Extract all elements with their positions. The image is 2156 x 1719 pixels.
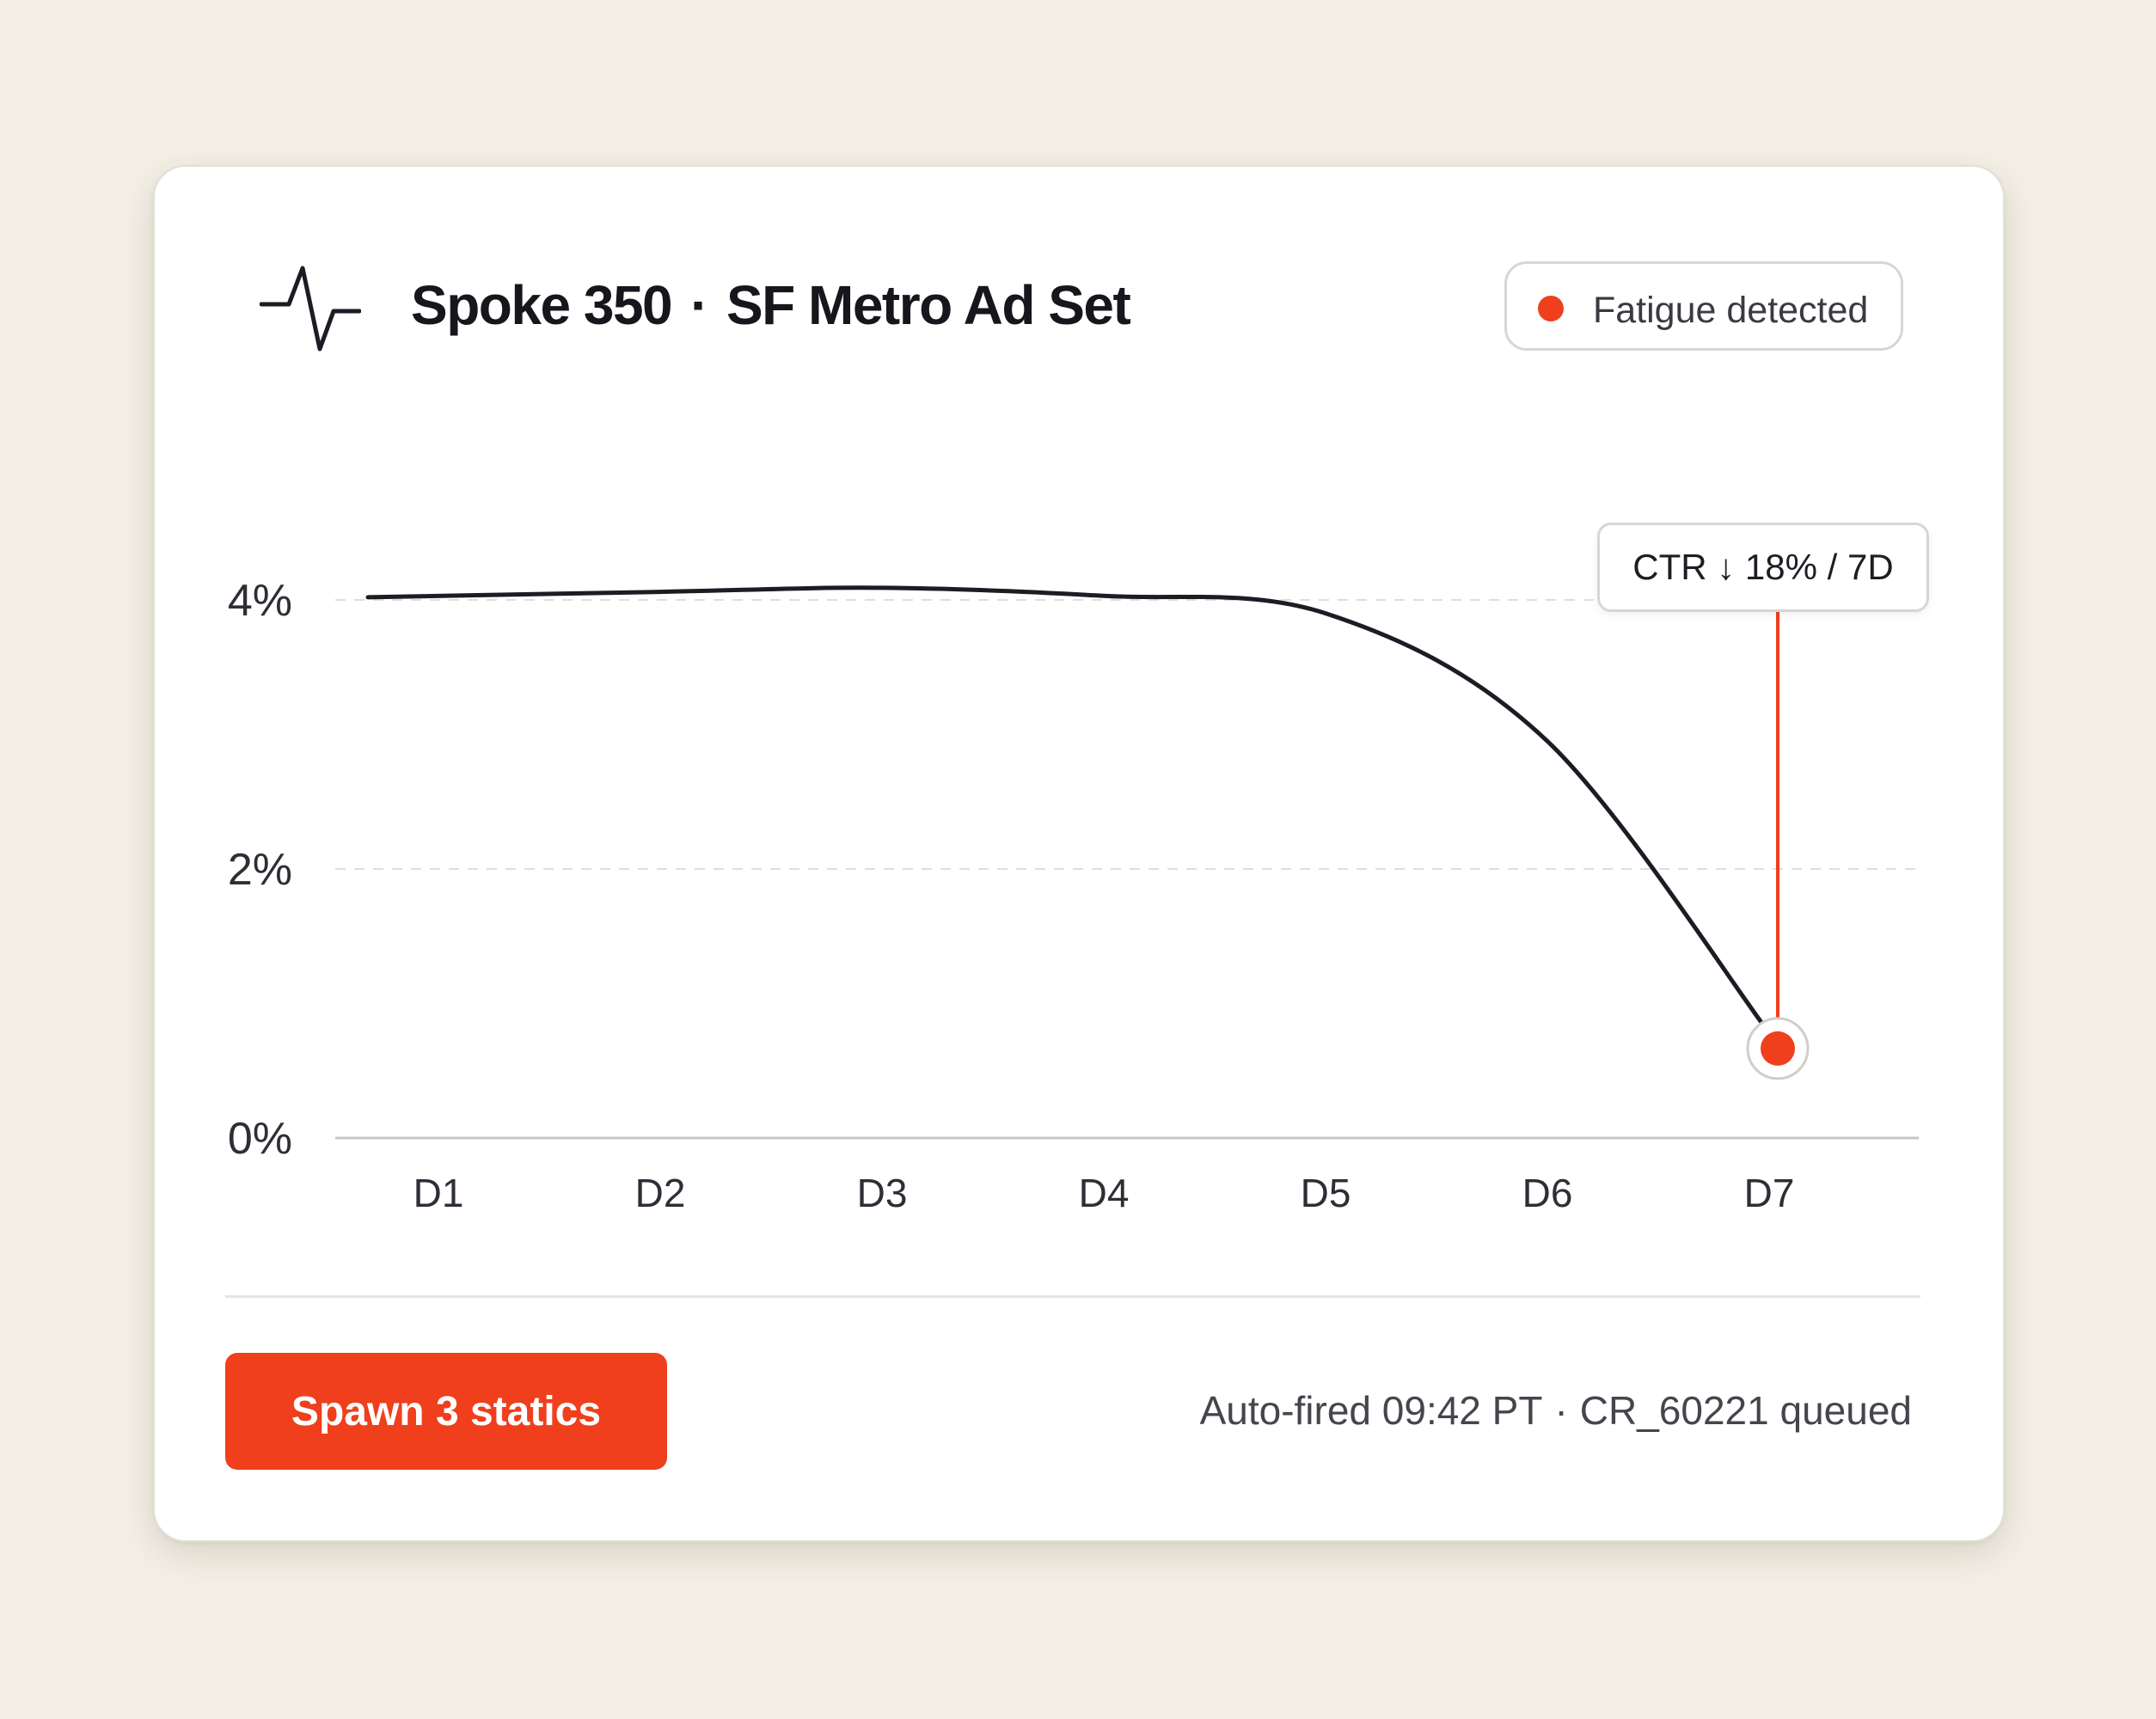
status-badge: Fatigue detected bbox=[1504, 261, 1903, 351]
y-tick-label: 4% bbox=[228, 576, 292, 626]
page-title: Spoke 350 · SF Metro Ad Set bbox=[411, 273, 1131, 337]
ctr-series-line bbox=[365, 585, 1772, 1036]
x-tick-label: D7 bbox=[1744, 1171, 1795, 1215]
x-tick-label: D1 bbox=[413, 1171, 464, 1215]
chart-gridlines bbox=[335, 599, 1919, 1140]
x-tick-label: D2 bbox=[635, 1171, 686, 1215]
fatigue-card bbox=[153, 165, 2005, 1542]
status-badge-label: Fatigue detected bbox=[1593, 290, 1869, 331]
spawn-statics-button[interactable]: Spawn 3 statics bbox=[225, 1353, 667, 1470]
chart-x-ticks: D1 D2 D3 D4 D5 D6 D7 bbox=[413, 1171, 1795, 1215]
y-tick-label: 2% bbox=[228, 845, 292, 895]
title-ad-set: SF Metro Ad Set bbox=[726, 274, 1131, 336]
footer-divider bbox=[225, 1295, 1920, 1298]
x-tick-label: D4 bbox=[1079, 1171, 1130, 1215]
footer-status: Auto-fired 09:42 PT · CR_60221 queued bbox=[1200, 1387, 1912, 1434]
status-separator: · bbox=[1554, 1388, 1568, 1433]
creative-queued: CR_60221 queued bbox=[1579, 1388, 1912, 1433]
x-tick-label: D3 bbox=[857, 1171, 908, 1215]
highlight-point bbox=[1761, 1031, 1795, 1066]
y-tick-label: 0% bbox=[228, 1114, 292, 1164]
title-spoke: Spoke 350 bbox=[411, 274, 673, 336]
auto-fired-time: Auto-fired 09:42 PT bbox=[1199, 1388, 1543, 1433]
title-separator: · bbox=[690, 274, 708, 336]
pulse-icon bbox=[260, 266, 361, 352]
ctr-drop-callout: CTR ↓ 18% / 7D bbox=[1597, 523, 1929, 612]
x-tick-label: D6 bbox=[1522, 1171, 1573, 1215]
x-tick-label: D5 bbox=[1301, 1171, 1351, 1215]
status-dot-icon bbox=[1538, 296, 1564, 321]
chart-y-ticks: 0% 2% 4% bbox=[228, 576, 292, 1164]
